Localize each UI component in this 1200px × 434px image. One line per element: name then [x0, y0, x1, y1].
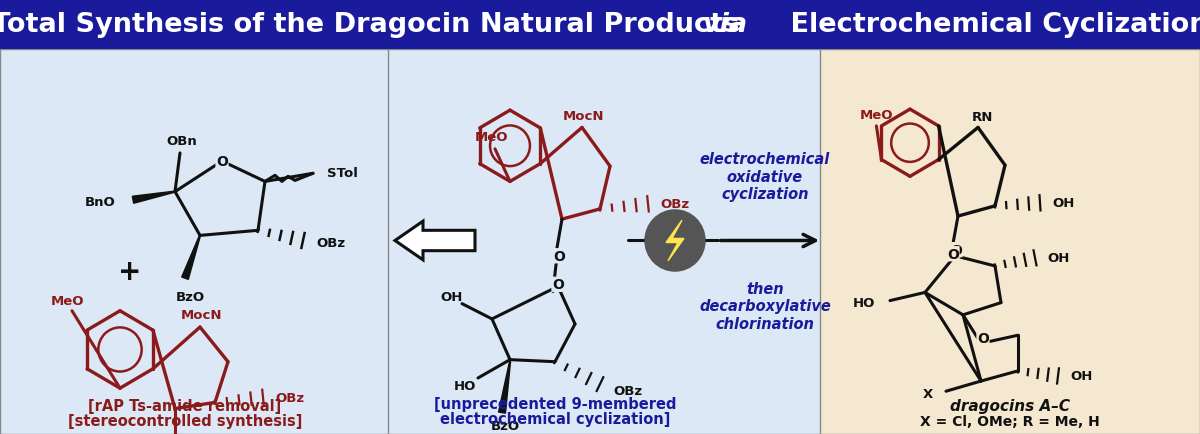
Text: X: X [923, 387, 934, 400]
Text: OBz: OBz [275, 391, 304, 404]
Bar [820, 50, 1200, 434]
Text: O: O [216, 155, 228, 169]
Text: Total Synthesis of the Dragocin Natural Products        Electrochemical Cyclizat: Total Synthesis of the Dragocin Natural … [0, 12, 1200, 38]
Bar [388, 50, 820, 434]
Text: O: O [950, 243, 962, 257]
Polygon shape [498, 362, 510, 413]
Text: O: O [977, 332, 989, 345]
Text: HO: HO [454, 379, 476, 392]
Text: [stereocontrolled synthesis]: [stereocontrolled synthesis] [68, 413, 302, 428]
Text: MeO: MeO [859, 109, 893, 122]
Text: dragocins A–C: dragocins A–C [950, 398, 1070, 413]
Text: [rAP Ts-amide removal]: [rAP Ts-amide removal] [89, 398, 282, 413]
Text: +: + [119, 257, 142, 286]
Text: OBz: OBz [660, 198, 689, 211]
Text: O: O [552, 278, 564, 292]
Text: electrochemical cyclization]: electrochemical cyclization] [440, 411, 670, 426]
Text: OBz: OBz [613, 384, 642, 397]
Circle shape [646, 210, 706, 271]
Text: OH: OH [1052, 197, 1074, 210]
FancyArrow shape [395, 222, 475, 260]
Text: OH: OH [1070, 370, 1092, 382]
Text: BzO: BzO [175, 290, 204, 303]
Text: MocN: MocN [563, 109, 605, 122]
Text: MeO: MeO [50, 294, 84, 307]
Text: OBz: OBz [316, 237, 346, 250]
Polygon shape [666, 220, 684, 261]
Text: BzO: BzO [491, 419, 520, 432]
Text: OH: OH [1046, 252, 1069, 265]
Polygon shape [181, 236, 200, 280]
Text: OH: OH [440, 290, 463, 303]
Text: OBn: OBn [167, 135, 197, 148]
Text: electrochemical
oxidative
cyclization: electrochemical oxidative cyclization [700, 152, 830, 202]
Text: MeO: MeO [475, 131, 509, 144]
Text: then
decarboxylative
chlorination: then decarboxylative chlorination [700, 281, 830, 331]
Text: X = Cl, OMe; R = Me, H: X = Cl, OMe; R = Me, H [920, 414, 1100, 428]
Text: O: O [553, 249, 565, 263]
Text: O: O [947, 247, 959, 261]
Polygon shape [132, 192, 175, 204]
Text: MocN: MocN [181, 309, 223, 322]
Text: via: via [702, 12, 748, 38]
Text: BnO: BnO [84, 196, 115, 209]
Text: HO: HO [853, 296, 875, 309]
Text: STol: STol [326, 166, 358, 179]
Bar [0, 50, 388, 434]
Text: RN: RN [971, 111, 992, 123]
Text: [unprecedented 9-membered: [unprecedented 9-membered [433, 396, 677, 411]
